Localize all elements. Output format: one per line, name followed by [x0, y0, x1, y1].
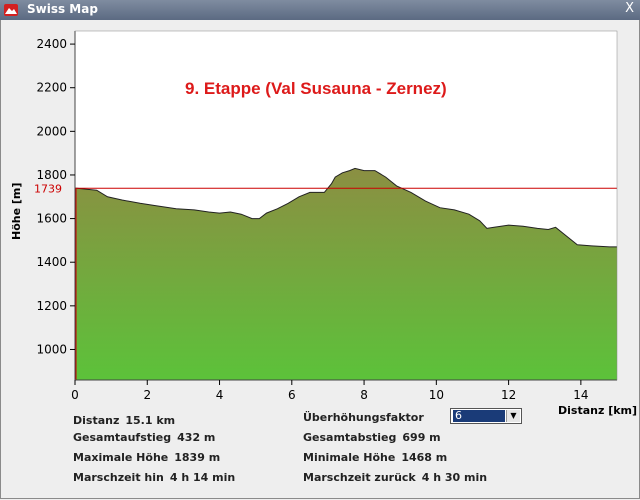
close-button[interactable]: X [625, 1, 634, 16]
y-tick-label: 1800 [36, 168, 67, 182]
chevron-down-icon[interactable]: ▼ [506, 410, 520, 422]
x-axis-label: Distanz [km] [558, 404, 637, 417]
x-tick-label: 0 [71, 388, 79, 402]
time-there-info: Marschzeit hin 4 h 14 min [73, 471, 235, 484]
time-there-value: 4 h 14 min [169, 471, 236, 484]
y-tick-label: 1600 [36, 212, 67, 226]
factor-label: Überhöhungsfaktor [303, 411, 424, 424]
distance-label: Distanz [73, 414, 120, 427]
elevation-line [75, 167, 617, 248]
max-elevation-label: Maximale Höhe [73, 451, 169, 464]
plot-border [74, 30, 618, 381]
time-there-label: Marschzeit hin [73, 471, 164, 484]
min-elevation-label: Minimale Höhe [303, 451, 396, 464]
y-tick-label: 1400 [36, 255, 67, 269]
distance-info: Distanz 15.1 km [73, 414, 175, 427]
x-tick-label: 12 [501, 388, 516, 402]
x-tick-label: 14 [573, 388, 588, 402]
x-tick-label: 10 [429, 388, 444, 402]
ascent-value: 432 m [177, 431, 216, 444]
y-axis-label: Höhe [m] [10, 183, 23, 240]
max-elevation-info: Maximale Höhe 1839 m [73, 451, 220, 464]
min-elevation-value: 1468 m [401, 451, 448, 464]
x-tick-label: 4 [216, 388, 224, 402]
y-tick-label: 1200 [36, 299, 67, 313]
y-tick-label: 2400 [36, 37, 67, 51]
min-elevation-info: Minimale Höhe 1468 m [303, 451, 447, 464]
swiss-map-app-icon [4, 4, 18, 16]
chart-title: 9. Etappe (Val Susauna - Zernez) [185, 79, 447, 98]
ascent-info: Gesamtaufstieg 432 m [73, 431, 215, 444]
descent-info: Gesamtabstieg 699 m [303, 431, 441, 444]
x-tick-label: 6 [288, 388, 296, 402]
x-tick-label: 8 [360, 388, 368, 402]
time-back-label: Marschzeit zurück [303, 471, 416, 484]
max-elevation-value: 1839 m [174, 451, 221, 464]
descent-label: Gesamtabstieg [303, 431, 397, 444]
y-ticks: 1000 1200 1400 1600 1800 2000 2200 2400 [36, 37, 75, 356]
window-title: Swiss Map [27, 2, 98, 16]
time-back-info: Marschzeit zurück 4 h 30 min [303, 471, 487, 484]
time-back-value: 4 h 30 min [421, 471, 488, 484]
ascent-label: Gesamtaufstieg [73, 431, 172, 444]
distance-value: 15.1 km [125, 414, 176, 427]
title-bar[interactable]: Swiss Map X [0, 0, 640, 20]
x-tick-label: 2 [143, 388, 151, 402]
y-tick-label: 2000 [36, 124, 67, 138]
y-tick-label: 1000 [36, 342, 67, 356]
factor-value: 6 [453, 410, 505, 422]
descent-value: 699 m [402, 431, 441, 444]
y-tick-label: 2200 [36, 81, 67, 95]
exaggeration-factor-select[interactable]: 6 ▼ [450, 408, 522, 424]
x-ticks: 0 2 4 6 8 10 12 14 [71, 380, 589, 402]
elevation-area [75, 168, 617, 380]
start-elevation-label: 1739 [34, 182, 62, 195]
